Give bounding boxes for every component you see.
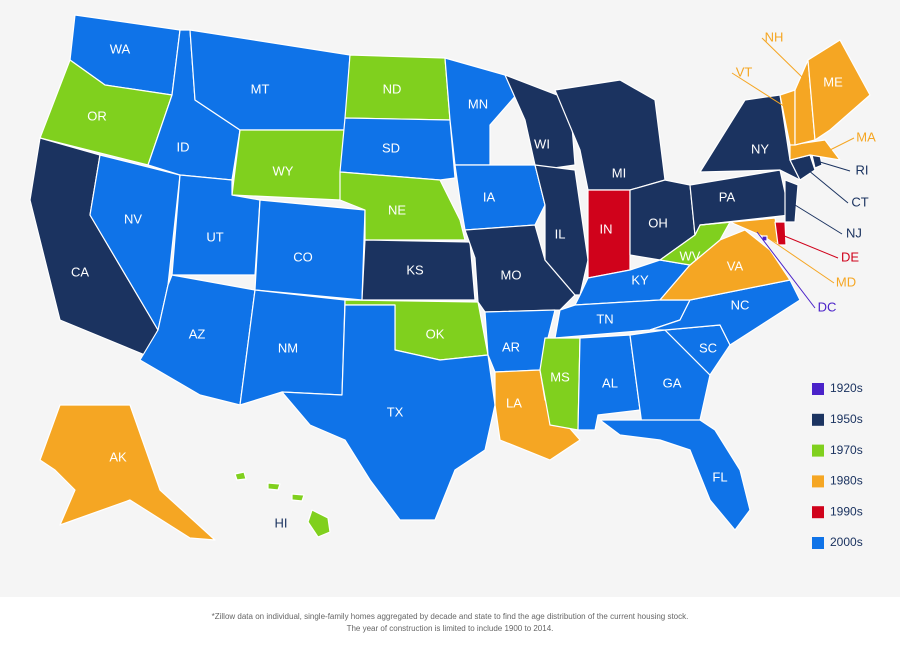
state-shape: [267, 482, 281, 491]
state-label: DC: [818, 299, 837, 314]
state-shape: [234, 471, 247, 481]
state-label: NE: [388, 202, 406, 217]
state-shape: [534, 164, 589, 296]
state-label: KY: [631, 272, 649, 287]
state-shape: [649, 279, 801, 346]
state-label: NY: [751, 141, 769, 156]
state-label: GA: [663, 375, 682, 390]
state-label: CO: [293, 249, 313, 264]
state-label: RI: [856, 162, 869, 177]
state-shape: [774, 221, 787, 246]
state-label: VA: [727, 258, 744, 273]
leader-line: [761, 37, 806, 81]
state-label: NC: [731, 297, 750, 312]
leader-line: [819, 161, 851, 172]
leader-line: [794, 204, 843, 235]
state-label: ND: [383, 81, 402, 96]
state-shape: [689, 169, 791, 236]
leader-line: [781, 234, 839, 259]
legend-label: 1990s: [830, 504, 863, 518]
state-label: AR: [502, 339, 520, 354]
state-label: ID: [177, 139, 190, 154]
state-label: UT: [206, 229, 223, 244]
state-label: WI: [534, 136, 550, 151]
state-label: OH: [648, 215, 668, 230]
state-label: AL: [602, 375, 618, 390]
state-label: IN: [600, 221, 613, 236]
state-label: OR: [87, 108, 107, 123]
state-label: CT: [851, 194, 868, 209]
state-shape: [39, 404, 216, 541]
state-label: MI: [612, 165, 626, 180]
state-label: WA: [110, 41, 131, 56]
state-label: IA: [483, 189, 496, 204]
state-label: MT: [251, 81, 270, 96]
state-label: NJ: [846, 225, 862, 240]
state-shape: [361, 239, 476, 301]
state-label: DE: [841, 249, 859, 264]
state-label: WV: [680, 248, 701, 263]
legend-label: 1950s: [830, 412, 863, 426]
state-shape: [339, 117, 456, 181]
state-label: NH: [765, 29, 784, 44]
state-label: KS: [406, 262, 424, 277]
legend-label: 1970s: [830, 443, 863, 457]
footnote-line: *Zillow data on individual, single-famil…: [212, 612, 689, 621]
state-shape: [784, 179, 799, 223]
state-label: MS: [550, 369, 570, 384]
leader-line: [807, 169, 849, 204]
state-label: LA: [506, 395, 522, 410]
state-shape: [281, 304, 496, 521]
legend-swatch: [812, 413, 824, 426]
state-label: AK: [109, 449, 127, 464]
footnote-line: The year of construction is limited to i…: [347, 624, 554, 633]
state-label: NV: [124, 211, 142, 226]
legend-label: 2000s: [830, 535, 863, 549]
leader-line: [767, 237, 835, 284]
legend-swatch: [812, 537, 824, 549]
state-label: TX: [387, 404, 404, 419]
legend: 1920s 1950s 1970s 1980s 1990s 2000s: [812, 381, 863, 549]
state-shape: [291, 493, 305, 502]
legend-label: 1980s: [830, 474, 863, 488]
state-shape: [454, 164, 546, 231]
state-shape: [789, 139, 841, 161]
states: [29, 14, 871, 541]
state-label: SC: [699, 340, 717, 355]
state-label: FL: [712, 469, 727, 484]
state-shape: [807, 39, 871, 141]
legend-swatch: [812, 383, 824, 395]
state-label: SD: [382, 140, 400, 155]
legend-swatch: [812, 444, 824, 457]
state-shape: [339, 171, 466, 241]
state-label: PA: [719, 189, 736, 204]
state-shape: [307, 509, 331, 538]
legend-swatch: [812, 475, 824, 488]
state-shape: [629, 329, 711, 426]
state-shape: [599, 419, 751, 531]
state-label: AZ: [189, 326, 206, 341]
state-label: IL: [555, 226, 566, 241]
legend-swatch: [812, 506, 824, 519]
state-label: MN: [468, 96, 488, 111]
state-label: OK: [426, 326, 445, 341]
state-shape: [699, 217, 781, 246]
state-labels: WA OR CA NV ID MT WY UT CO AZ NM ND SD NE KS OK TX MN IA MO…: [71, 29, 876, 530]
state-label: NM: [278, 340, 298, 355]
leader-line: [756, 231, 816, 309]
state-label: HI: [275, 515, 288, 530]
state-label: ME: [823, 74, 843, 89]
leader-line: [829, 137, 855, 151]
state-label: TN: [596, 311, 613, 326]
state-label: MO: [501, 267, 522, 282]
legend-label: 1920s: [830, 381, 863, 395]
state-label: WY: [273, 163, 294, 178]
state-label: VT: [736, 64, 753, 79]
state-label: CA: [71, 264, 89, 279]
state-label: MD: [836, 274, 856, 289]
state-label: MA: [856, 129, 876, 144]
leader-line: [731, 72, 791, 111]
